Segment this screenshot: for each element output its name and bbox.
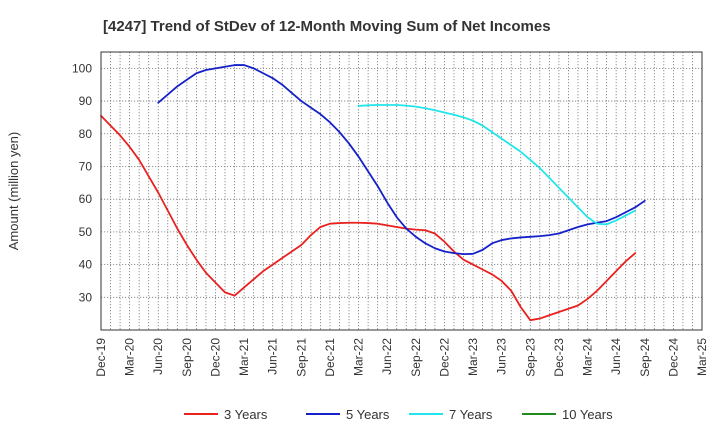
x-tick-label: Jun-23: [495, 338, 509, 375]
x-axis-ticks: Dec-19 Mar-20 Jun-20 Sep-20 Dec-20 Mar-21 Jun-…: [94, 338, 709, 377]
x-tick-label: Mar-23: [466, 338, 480, 376]
x-tick-label: Sep-24: [638, 338, 652, 377]
x-tick-label: Dec-19: [94, 338, 108, 377]
y-axis-ticks: 30 40 50 60 70 80 90 100: [72, 61, 92, 304]
x-tick-label: Jun-22: [380, 338, 394, 375]
y-tick-label: 90: [79, 94, 93, 108]
y-axis-label: Amount (million yen): [6, 132, 21, 251]
y-tick-label: 60: [79, 192, 93, 206]
y-tick-label: 30: [79, 290, 93, 304]
x-tick-label: Mar-21: [237, 338, 251, 376]
x-tick-label: Dec-24: [666, 338, 680, 377]
x-tick-label: Sep-21: [294, 338, 308, 377]
series-lines: [100, 64, 646, 322]
x-tick-label: Dec-21: [323, 338, 337, 377]
legend-label: 10 Years: [562, 407, 613, 422]
plot-area: [101, 52, 702, 330]
legend: 3 Years 5 Years 7 Years 10 Years: [184, 407, 613, 422]
x-tick-label: Mar-25: [695, 338, 709, 376]
grid-lines: [101, 52, 702, 330]
plot-frame: [100, 51, 703, 331]
chart-title: [4247] Trend of StDev of 12-Month Moving…: [103, 18, 551, 35]
series-line-2: [157, 64, 646, 256]
legend-label: 7 Years: [449, 407, 493, 422]
series-line-1: [100, 114, 637, 322]
y-tick-label: 40: [79, 258, 93, 272]
y-tick-label: 50: [79, 225, 93, 239]
x-tick-label: Jun-20: [151, 338, 165, 375]
legend-label: 3 Years: [224, 407, 268, 422]
x-tick-label: Dec-23: [552, 338, 566, 377]
x-tick-label: Mar-20: [123, 338, 137, 376]
x-tick-label: Mar-22: [352, 338, 366, 376]
y-tick-label: 80: [79, 127, 93, 141]
series-line-3: [357, 104, 637, 226]
x-tick-label: Sep-23: [523, 338, 537, 377]
x-tick-label: Jun-24: [609, 338, 623, 375]
x-tick-label: Sep-22: [409, 338, 423, 377]
y-tick-label: 100: [72, 61, 92, 75]
x-tick-label: Sep-20: [180, 338, 194, 377]
x-tick-label: Dec-20: [208, 338, 222, 377]
y-tick-label: 70: [79, 159, 93, 173]
x-tick-label: Dec-22: [437, 338, 451, 377]
x-tick-label: Jun-21: [266, 338, 280, 375]
x-tick-label: Mar-24: [581, 338, 595, 376]
legend-label: 5 Years: [346, 407, 390, 422]
